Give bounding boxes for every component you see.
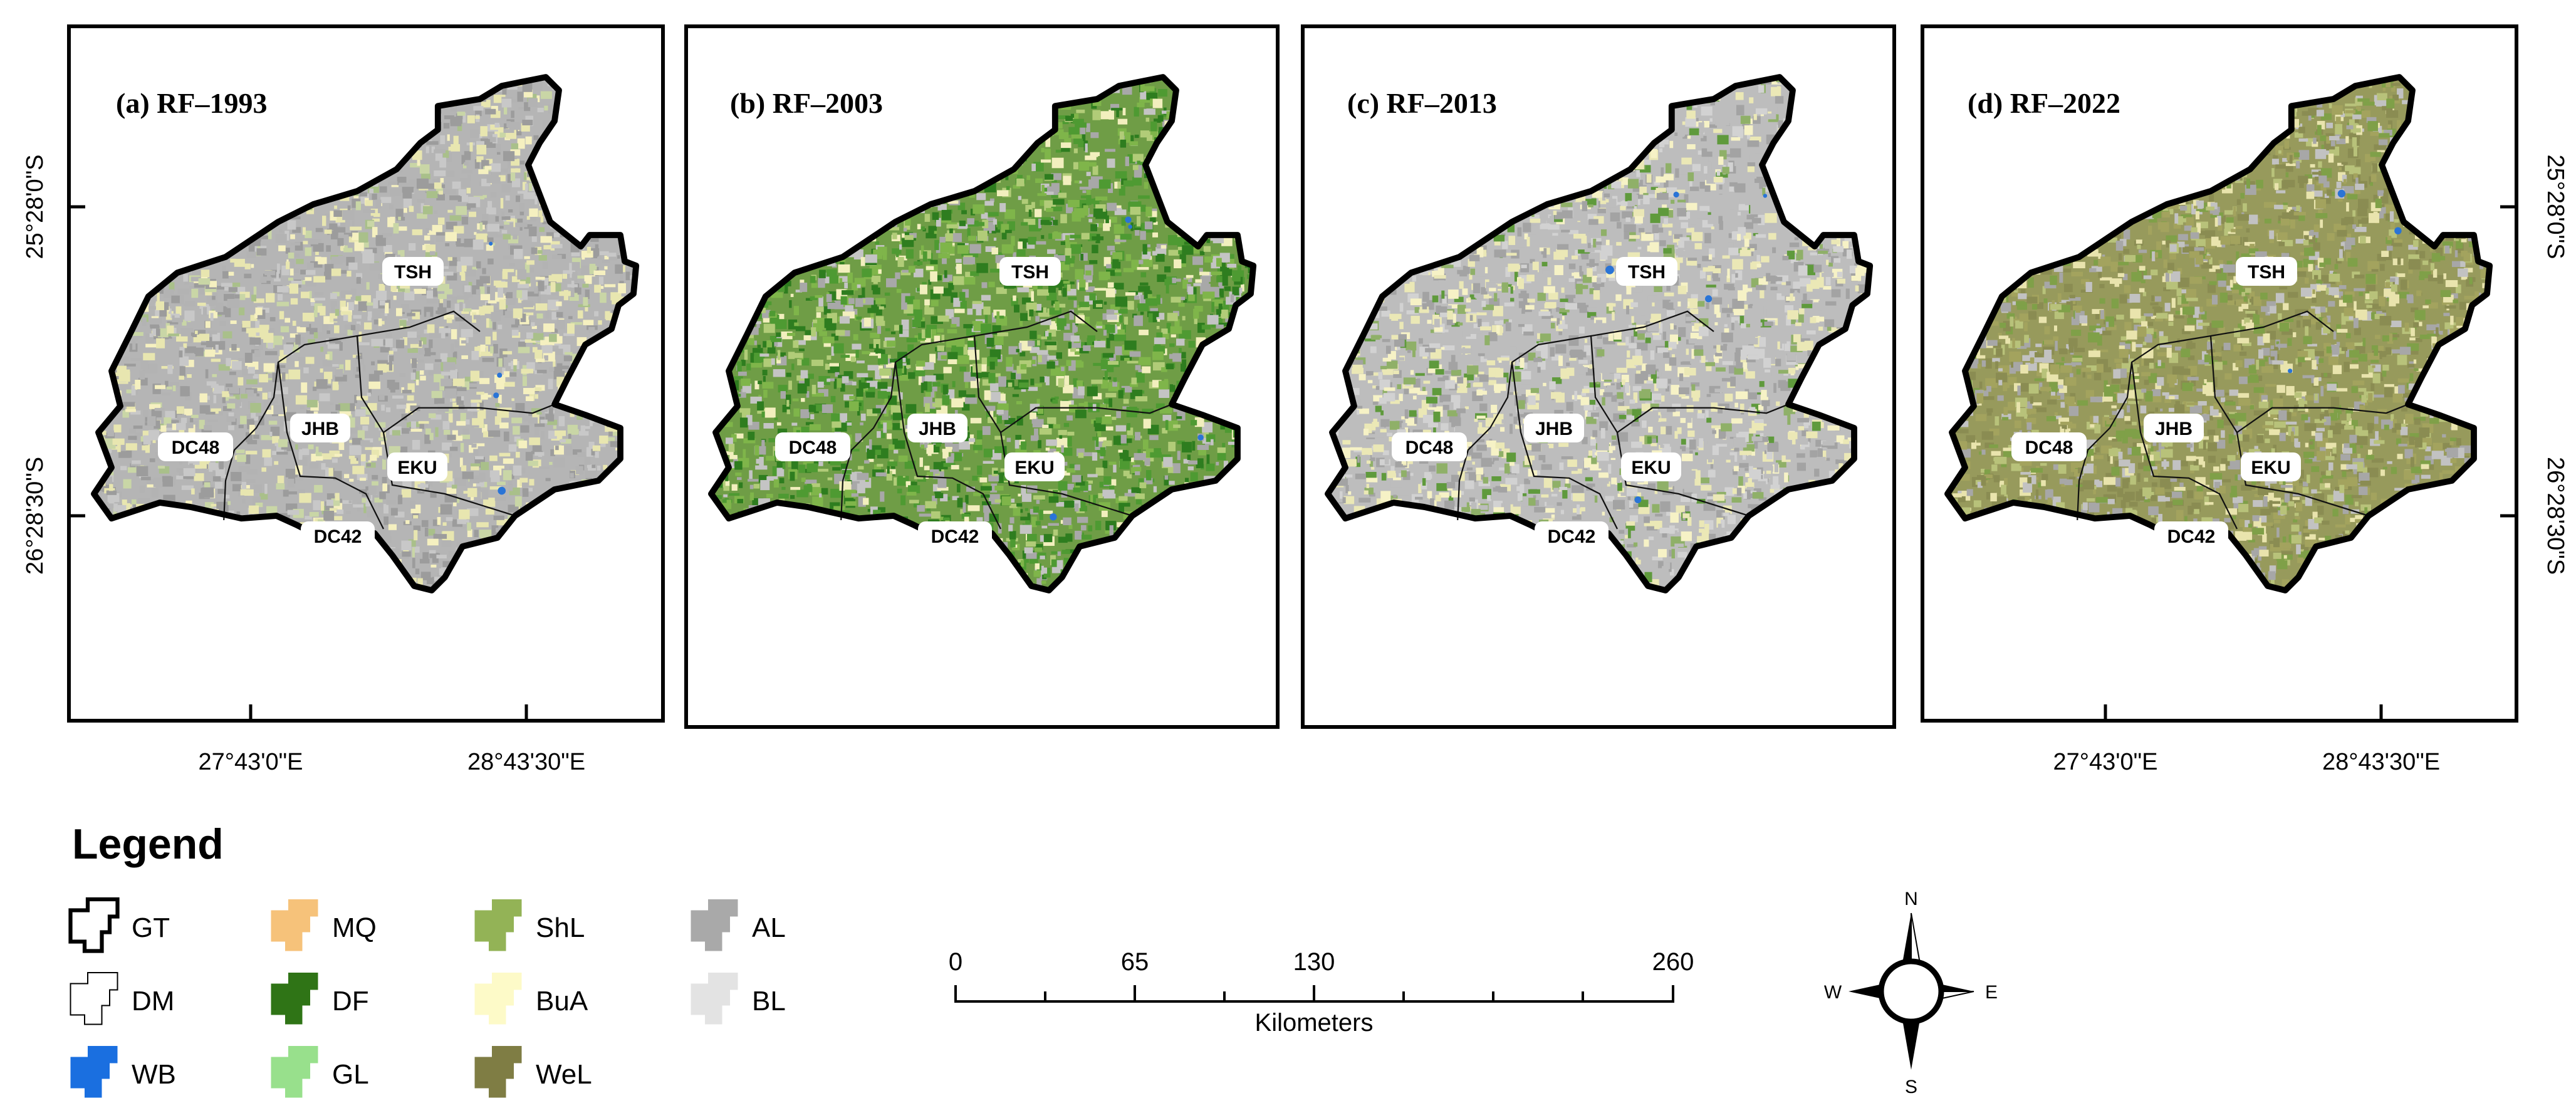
scale-tick-65: 65 xyxy=(1121,948,1149,976)
lon-label-left: 27°43'0"E xyxy=(199,749,303,775)
district-label-dc48: DC48 xyxy=(1405,437,1454,458)
district-label-dc48: DC48 xyxy=(2025,437,2073,458)
legend-swatch xyxy=(691,973,738,1025)
lon-label-left: 27°43'0"E xyxy=(2053,749,2158,775)
district-labels: TSH JHB EKU DC48 DC42 xyxy=(775,257,1065,550)
district-label-eku: EKU xyxy=(1014,457,1054,478)
legend-item-df: DF xyxy=(271,973,369,1025)
district-label-tsh: TSH xyxy=(2248,262,2285,283)
legend-item-bua: BuA xyxy=(474,973,588,1025)
district-boundaries xyxy=(223,310,555,530)
compass-w: W xyxy=(1824,982,1842,1003)
district-labels: TSH JHB EKU DC48 DC42 xyxy=(158,257,447,550)
district-label-eku: EKU xyxy=(1631,457,1671,478)
legend-item-al: AL xyxy=(691,899,786,951)
legend-label: BuA xyxy=(536,986,588,1017)
district-label-tsh: TSH xyxy=(394,262,432,283)
district-label-dc42: DC42 xyxy=(1548,526,1596,547)
panel-d: (d) RF–2022 TSH JHB EKU DC48 DC42 25°28'… xyxy=(1921,24,2568,775)
graticule-ticks xyxy=(69,205,528,721)
legend-swatch xyxy=(271,973,318,1025)
panel-title: (b) RF–2003 xyxy=(730,87,883,119)
scale-tick-130: 130 xyxy=(1293,948,1335,976)
scale-bar: 0 65 130 260 Kilometers xyxy=(949,948,1694,1037)
legend-swatch xyxy=(70,972,118,1025)
district-label-jhb: JHB xyxy=(919,419,956,439)
district-label-jhb: JHB xyxy=(2155,419,2193,439)
compass-s: S xyxy=(1905,1077,1917,1097)
legend-label: DM xyxy=(132,986,174,1017)
legend-item-shl: ShL xyxy=(474,899,585,951)
legend-swatch xyxy=(474,973,522,1025)
lat-label-top: 25°28'0"S xyxy=(22,155,48,259)
legend-swatch xyxy=(271,899,318,951)
legend-item-bl: BL xyxy=(691,973,786,1025)
legend-title: Legend xyxy=(72,820,224,868)
district-label-dc42: DC42 xyxy=(2167,526,2216,547)
lon-label-right: 28°43'30"E xyxy=(467,749,585,775)
legend-item-mq: MQ xyxy=(271,899,377,951)
legend-items: GT DM WB MQ DF GL ShL BuA WeL AL BL xyxy=(68,897,786,1098)
legend-item-wb: WB xyxy=(70,1046,176,1098)
lat-label-bottom: 26°28'30"S xyxy=(22,457,48,575)
legend-label: MQ xyxy=(332,912,377,943)
legend-swatch xyxy=(474,899,522,951)
district-label-tsh: TSH xyxy=(1628,262,1666,283)
legend-item-wel: WeL xyxy=(474,1046,592,1098)
district-label-eku: EKU xyxy=(2251,457,2290,478)
legend-label: AL xyxy=(752,912,786,943)
graticule-ticks xyxy=(2104,205,2516,721)
legend-label: WeL xyxy=(536,1059,592,1090)
legend-swatch xyxy=(68,897,120,953)
district-label-eku: EKU xyxy=(397,457,437,478)
north-arrow: N S W E xyxy=(1824,889,1998,1097)
district-label-dc48: DC48 xyxy=(789,437,837,458)
district-label-jhb: JHB xyxy=(301,419,339,439)
panel-a: (a) RF–1993 TSH JHB EKU DC48 DC42 25°28'… xyxy=(22,24,665,775)
legend-label: GL xyxy=(332,1059,369,1090)
legend-label: DF xyxy=(332,986,369,1017)
legend-label: BL xyxy=(752,986,786,1017)
panel-title: (d) RF–2022 xyxy=(1968,87,2120,119)
legend-label: ShL xyxy=(536,912,585,943)
scale-tick-260: 260 xyxy=(1652,948,1694,976)
lat-label-top: 25°28'0"S xyxy=(2542,155,2568,259)
compass-icon xyxy=(1849,912,1974,1070)
compass-e: E xyxy=(1985,982,1998,1003)
legend-swatch xyxy=(271,1046,318,1098)
compass-n: N xyxy=(1904,889,1918,909)
district-label-dc42: DC42 xyxy=(314,526,362,547)
panel-title: (a) RF–1993 xyxy=(116,87,267,119)
legend-swatch xyxy=(70,1046,118,1098)
panel-title: (c) RF–2013 xyxy=(1347,87,1497,119)
legend-item-gl: GL xyxy=(271,1046,369,1098)
panel-c: (c) RF–2013 TSH JHB EKU DC48 DC42 xyxy=(1301,24,1896,729)
district-label-jhb: JHB xyxy=(1535,419,1573,439)
district-boundaries xyxy=(1457,310,1789,530)
district-labels: TSH JHB EKU DC48 DC42 xyxy=(2011,257,2301,550)
scale-tick-0: 0 xyxy=(949,948,962,976)
lat-label-bottom: 26°28'30"S xyxy=(2542,457,2568,575)
panel-b: (b) RF–2003 TSH JHB EKU DC48 DC42 xyxy=(684,24,1280,729)
district-label-tsh: TSH xyxy=(1011,262,1049,283)
legend: Legend GT DM WB MQ DF GL ShL BuA WeL AL BL xyxy=(68,820,786,1098)
legend-label: WB xyxy=(132,1059,176,1090)
legend-item-gt: GT xyxy=(68,897,170,953)
district-label-dc42: DC42 xyxy=(931,526,979,547)
legend-label: GT xyxy=(132,912,170,943)
legend-item-dm: DM xyxy=(70,972,174,1025)
scale-unit: Kilometers xyxy=(1255,1009,1374,1037)
legend-swatch xyxy=(474,1046,522,1098)
legend-swatch xyxy=(691,899,738,951)
district-label-dc48: DC48 xyxy=(172,437,220,458)
lon-label-right: 28°43'30"E xyxy=(2322,749,2440,775)
district-labels: TSH JHB EKU DC48 DC42 xyxy=(1392,257,1681,550)
